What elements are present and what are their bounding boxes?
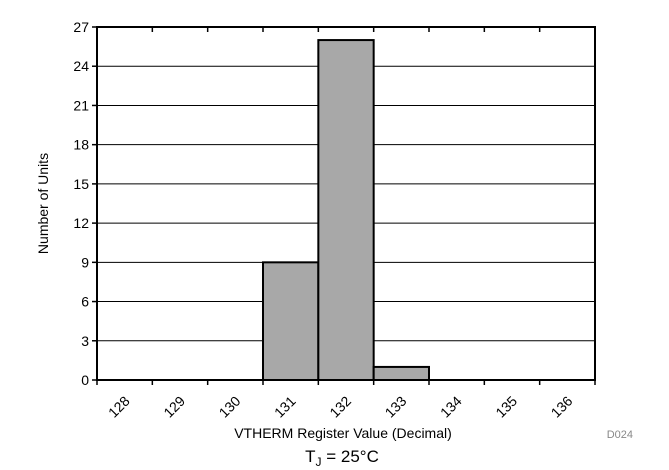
condition-value: = 25°C <box>322 447 379 466</box>
x-tick-label: 133 <box>382 393 410 421</box>
x-tick-label: 132 <box>326 393 354 421</box>
y-tick-label: 21 <box>73 97 89 113</box>
y-tick-label: 15 <box>73 176 89 192</box>
bar <box>262 261 320 382</box>
bars <box>97 39 595 382</box>
y-tick-label: 3 <box>81 333 89 349</box>
y-tick-label: 0 <box>81 372 89 388</box>
condition-label: TJ = 25°C <box>305 447 379 469</box>
condition-subscript: J <box>316 455 322 469</box>
y-tick-label: 6 <box>81 294 89 310</box>
figure-id-label: D024 <box>607 429 633 441</box>
x-axis-label: VTHERM Register Value (Decimal) <box>234 425 452 441</box>
x-tick-label: 129 <box>160 393 188 421</box>
x-tick-label: 131 <box>271 393 299 421</box>
x-tick-label: 128 <box>105 393 133 421</box>
x-tick-label: 130 <box>216 393 244 421</box>
y-tick-label: 18 <box>73 137 89 153</box>
plot-frame <box>96 26 596 381</box>
y-axis-ticks: 0 3 6 9 12 15 18 21 24 27 <box>73 19 97 388</box>
y-tick-label: 24 <box>73 58 89 74</box>
x-tick-label: 136 <box>548 393 576 421</box>
condition-symbol: T <box>305 447 315 466</box>
y-tick-label: 12 <box>73 215 89 231</box>
bar <box>372 365 430 382</box>
y-axis-label: Number of Units <box>35 153 51 254</box>
x-tick-label: 134 <box>437 393 465 421</box>
bar <box>317 39 375 382</box>
x-tick-label: 135 <box>492 393 520 421</box>
y-tick-label: 9 <box>81 254 89 270</box>
y-tick-label: 27 <box>73 19 89 35</box>
